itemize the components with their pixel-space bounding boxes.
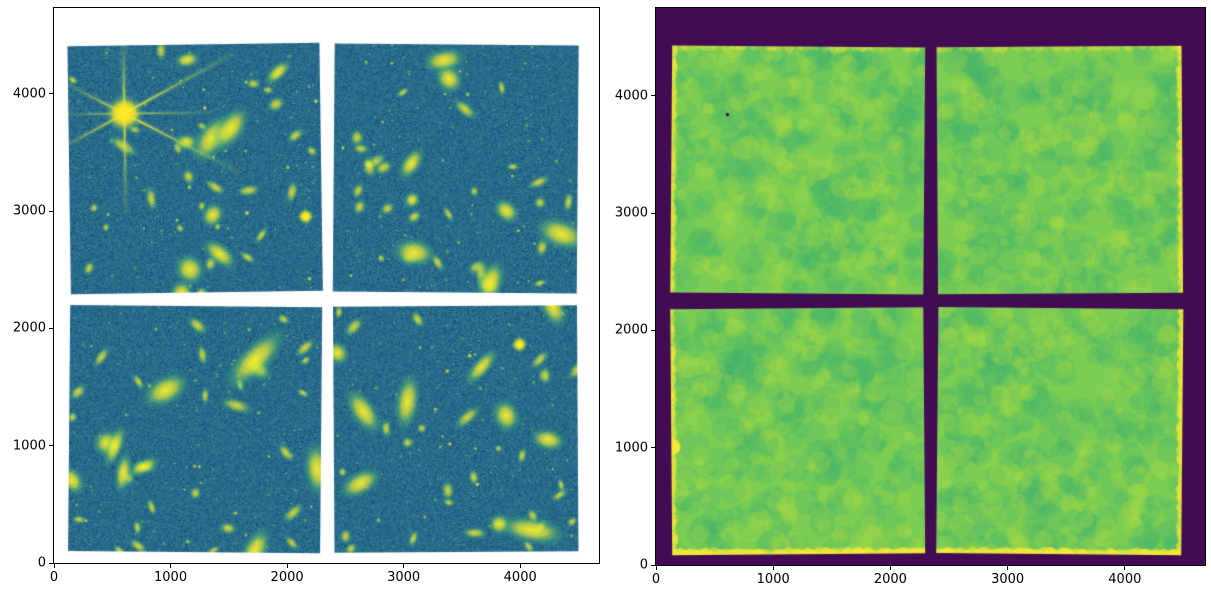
x-tick-label: 2000	[270, 570, 304, 585]
y-tick-mark	[651, 212, 655, 214]
science-image-panel	[53, 7, 600, 564]
x-tick-mark	[1124, 566, 1126, 570]
y-tick-mark	[49, 93, 53, 95]
x-tick-mark	[170, 564, 172, 568]
y-tick-label: 3000	[12, 203, 46, 219]
x-tick-label: 4000	[503, 570, 537, 585]
x-tick-label: 0	[49, 570, 59, 585]
y-tick-mark	[49, 445, 53, 447]
y-tick-label: 3000	[614, 205, 648, 221]
x-tick-label: 1000	[154, 570, 188, 585]
x-tick-label: 2000	[873, 572, 907, 587]
y-tick-mark	[49, 562, 53, 564]
y-tick-label: 0	[37, 555, 46, 571]
y-tick-label: 0	[639, 557, 648, 573]
x-tick-mark	[889, 566, 891, 570]
x-tick-mark	[772, 566, 774, 570]
y-tick-label: 1000	[614, 440, 648, 456]
x-tick-mark	[655, 566, 657, 570]
y-tick-label: 2000	[614, 322, 648, 338]
x-tick-label: 3000	[387, 570, 421, 585]
y-tick-mark	[49, 210, 53, 212]
x-tick-mark	[53, 564, 55, 568]
x-tick-mark	[286, 564, 288, 568]
y-tick-mark	[651, 329, 655, 331]
x-tick-label: 4000	[1108, 572, 1142, 587]
y-tick-label: 1000	[12, 438, 46, 454]
x-tick-label: 3000	[991, 572, 1025, 587]
y-tick-mark	[651, 447, 655, 449]
y-tick-mark	[651, 564, 655, 566]
y-tick-label: 4000	[12, 86, 46, 102]
x-tick-label: 1000	[756, 572, 790, 587]
y-tick-label: 4000	[614, 88, 648, 104]
y-tick-mark	[651, 95, 655, 97]
science-image-canvas	[54, 8, 599, 563]
x-tick-mark	[403, 564, 405, 568]
y-tick-mark	[49, 327, 53, 329]
x-tick-mark	[519, 564, 521, 568]
y-tick-label: 2000	[12, 320, 46, 336]
x-tick-mark	[1007, 566, 1009, 570]
background-map-canvas	[656, 8, 1205, 565]
background-map-panel	[655, 7, 1206, 566]
x-tick-label: 0	[651, 572, 661, 587]
